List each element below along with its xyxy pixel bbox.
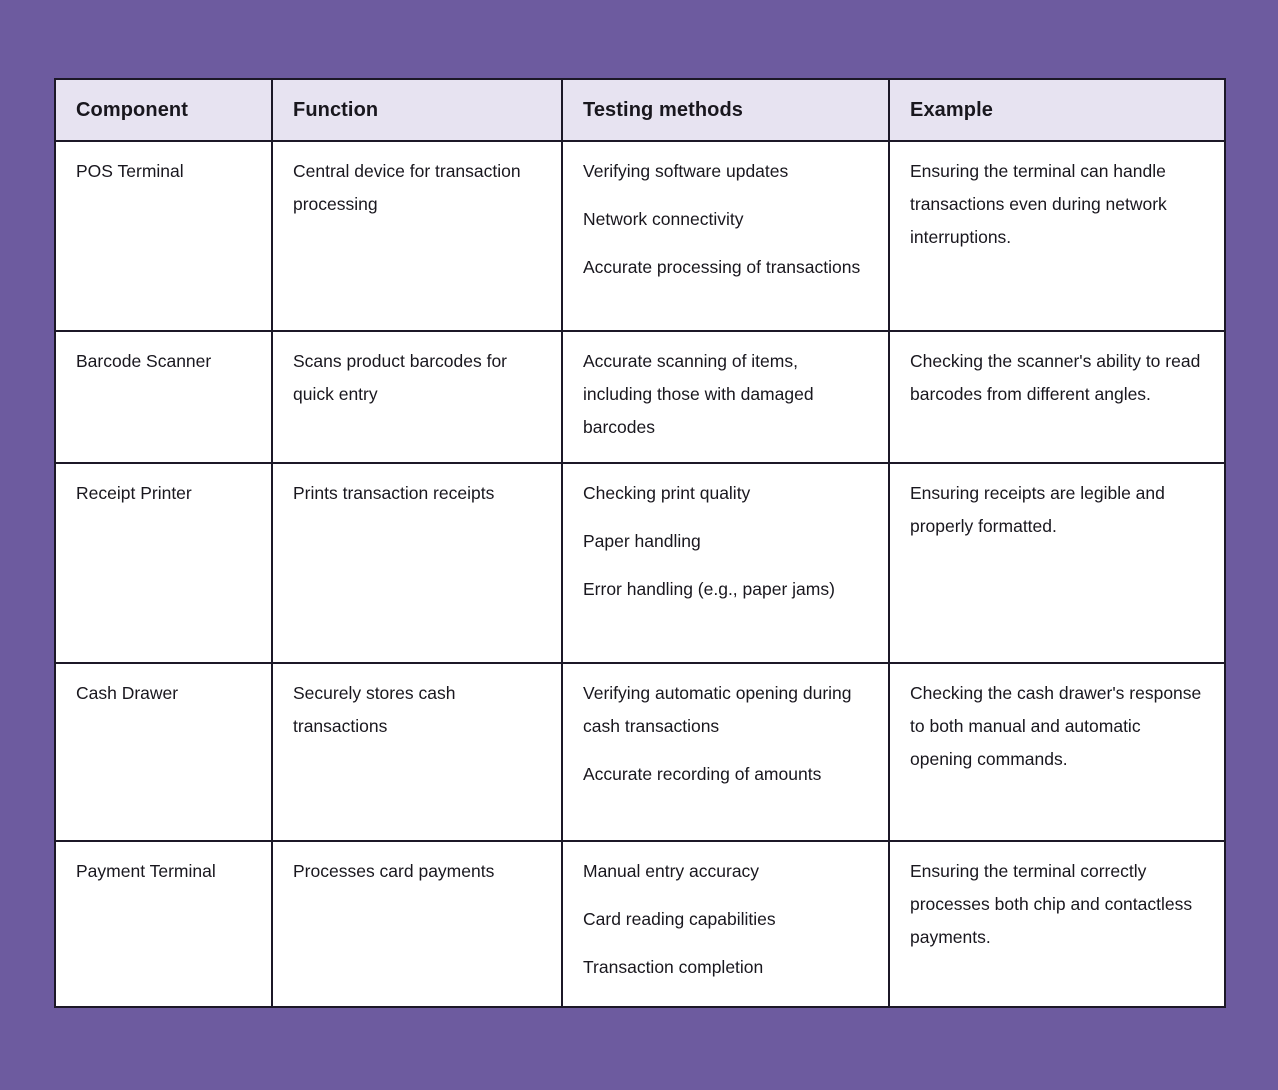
cell-example: Ensuring the terminal can handle transac…: [888, 140, 1226, 332]
column-header-example: Example: [888, 78, 1226, 142]
table-header: Component Function Testing methods Examp…: [54, 78, 1226, 142]
cell-testing-methods: Manual entry accuracy Card reading capabi…: [561, 840, 890, 1008]
cell-paragraph: Processes card payments: [293, 861, 495, 881]
column-header-function: Function: [271, 78, 563, 142]
pos-components-table: Component Function Testing methods Examp…: [54, 78, 1226, 1008]
cell-component: Cash Drawer: [54, 662, 273, 842]
cell-paragraph: Error handling (e.g., paper jams): [583, 579, 835, 599]
cell-paragraph: Checking the scanner's ability to read b…: [910, 351, 1201, 404]
cell-component: Receipt Printer: [54, 462, 273, 664]
cell-testing-methods: Checking print quality Paper handling Erro…: [561, 462, 890, 664]
cell-paragraph: Manual entry accuracy: [583, 861, 760, 881]
column-header-testing-methods: Testing methods: [561, 78, 890, 142]
cell-paragraph: Prints transaction receipts: [293, 483, 495, 503]
cell-paragraph: Ensuring the terminal correctly processe…: [910, 861, 1193, 947]
cell-function: Scans product barcodes for quick entry: [271, 330, 563, 464]
cell-paragraph: Verifying software updates: [583, 161, 789, 181]
cell-paragraph: Payment Terminal: [76, 861, 216, 881]
cell-component: Payment Terminal: [54, 840, 273, 1008]
table-body: POS Terminal Central device for transacti…: [54, 140, 1226, 1008]
cell-component: POS Terminal: [54, 140, 273, 332]
cell-paragraph: Accurate processing of transactions: [583, 257, 861, 277]
cell-function: Prints transaction receipts: [271, 462, 563, 664]
cell-paragraph: Securely stores cash transactions: [293, 683, 456, 736]
cell-testing-methods: Accurate scanning of items, including th…: [561, 330, 890, 464]
cell-paragraph: Ensuring receipts are legible and proper…: [910, 483, 1165, 536]
cell-example: Checking the scanner's ability to read b…: [888, 330, 1226, 464]
cell-function: Securely stores cash transactions: [271, 662, 563, 842]
cell-paragraph: Transaction completion: [583, 957, 764, 977]
cell-example: Ensuring receipts are legible and proper…: [888, 462, 1226, 664]
cell-paragraph: Scans product barcodes for quick entry: [293, 351, 508, 404]
cell-testing-methods: Verifying software updates Network connec…: [561, 140, 890, 332]
cell-component: Barcode Scanner: [54, 330, 273, 464]
table-row: Barcode Scanner Scans product barcodes fo…: [54, 330, 1226, 464]
cell-paragraph: POS Terminal: [76, 161, 184, 181]
column-header-component: Component: [54, 78, 273, 142]
cell-paragraph: Receipt Printer: [76, 483, 192, 503]
cell-example: Ensuring the terminal correctly processe…: [888, 840, 1226, 1008]
cell-function: Processes card payments: [271, 840, 563, 1008]
cell-paragraph: Barcode Scanner: [76, 351, 212, 371]
table-row: POS Terminal Central device for transacti…: [54, 140, 1226, 332]
cell-paragraph: Cash Drawer: [76, 683, 179, 703]
cell-testing-methods: Verifying automatic opening during cash …: [561, 662, 890, 842]
cell-paragraph: Checking the cash drawer's response to b…: [910, 683, 1202, 769]
cell-paragraph: Verifying automatic opening during cash …: [583, 683, 852, 736]
cell-paragraph: Central device for transaction processin…: [293, 161, 521, 214]
header-row: Component Function Testing methods Examp…: [54, 78, 1226, 142]
cell-function: Central device for transaction processin…: [271, 140, 563, 332]
table-row: Cash Drawer Securely stores cash transact…: [54, 662, 1226, 842]
cell-paragraph: Card reading capabilities: [583, 909, 776, 929]
pos-components-table-container: Component Function Testing methods Examp…: [54, 78, 1226, 1008]
cell-paragraph: Paper handling: [583, 531, 701, 551]
table-row: Payment Terminal Processes card payments M…: [54, 840, 1226, 1008]
cell-example: Checking the cash drawer's response to b…: [888, 662, 1226, 842]
table-row: Receipt Printer Prints transaction receip…: [54, 462, 1226, 664]
cell-paragraph: Ensuring the terminal can handle transac…: [910, 161, 1167, 247]
cell-paragraph: Accurate recording of amounts: [583, 764, 822, 784]
cell-paragraph: Network connectivity: [583, 209, 744, 229]
cell-paragraph: Checking print quality: [583, 483, 751, 503]
cell-paragraph: Accurate scanning of items, including th…: [583, 351, 814, 437]
